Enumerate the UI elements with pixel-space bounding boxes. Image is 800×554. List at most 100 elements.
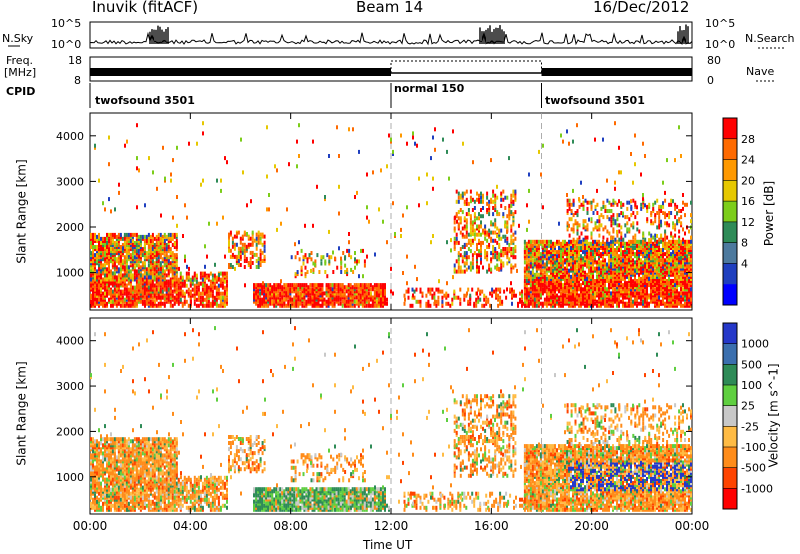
data-cell bbox=[598, 299, 600, 304]
data-cell bbox=[193, 283, 196, 288]
data-cell bbox=[488, 228, 491, 233]
data-cell bbox=[604, 266, 606, 271]
data-cell bbox=[592, 303, 594, 308]
data-cell bbox=[102, 257, 104, 262]
data-cell bbox=[111, 277, 114, 282]
data-cell bbox=[96, 255, 98, 260]
data-cell bbox=[487, 297, 490, 302]
data-cell bbox=[644, 299, 646, 304]
data-cell bbox=[537, 246, 540, 250]
data-cell bbox=[476, 232, 478, 237]
data-cell bbox=[271, 289, 274, 294]
data-cell bbox=[173, 245, 176, 249]
data-cell bbox=[660, 248, 662, 252]
data-cell bbox=[588, 303, 590, 308]
data-cell bbox=[560, 279, 562, 283]
data-cell bbox=[163, 269, 166, 274]
data-cell bbox=[113, 277, 116, 282]
data-cell bbox=[125, 255, 128, 260]
data-cell bbox=[630, 262, 632, 267]
data-cell bbox=[207, 303, 210, 308]
data-cell bbox=[133, 255, 136, 260]
data-cell bbox=[433, 291, 436, 296]
data-cell bbox=[261, 259, 264, 263]
data-cell bbox=[558, 258, 560, 263]
data-cell bbox=[157, 259, 160, 264]
data-cell bbox=[658, 262, 660, 267]
data-cell bbox=[141, 253, 144, 258]
data-cell bbox=[527, 250, 530, 255]
data-cell bbox=[580, 260, 582, 265]
data-cell bbox=[674, 246, 676, 250]
data-cell bbox=[331, 299, 334, 304]
data-cell bbox=[303, 287, 306, 292]
data-cell bbox=[550, 272, 552, 277]
data-cell bbox=[564, 258, 566, 263]
data-cell bbox=[411, 287, 414, 292]
data-cell bbox=[666, 281, 668, 286]
data-cell bbox=[155, 269, 158, 274]
data-cell bbox=[133, 285, 136, 290]
data-cell bbox=[169, 255, 172, 260]
data-cell bbox=[592, 272, 594, 277]
data-cell bbox=[127, 232, 130, 237]
data-cell bbox=[362, 248, 364, 253]
data-cell bbox=[492, 230, 495, 235]
data-cell bbox=[259, 263, 262, 267]
data-cell bbox=[480, 232, 482, 237]
data-cell bbox=[486, 201, 489, 206]
data-cell bbox=[441, 295, 444, 300]
data-cell bbox=[543, 250, 546, 255]
data-cell bbox=[686, 264, 688, 269]
data-cell bbox=[662, 239, 664, 244]
data-cell bbox=[640, 262, 642, 267]
data-cell bbox=[508, 247, 511, 251]
data-cell bbox=[582, 266, 584, 271]
data-cell bbox=[333, 289, 336, 294]
data-cell bbox=[363, 289, 366, 294]
data-cell bbox=[628, 272, 630, 277]
data-cell bbox=[361, 295, 364, 300]
data-cell bbox=[333, 303, 336, 308]
data-cell bbox=[537, 266, 540, 271]
data-cell bbox=[600, 279, 602, 283]
data-cell bbox=[141, 277, 144, 282]
data-cell bbox=[321, 303, 324, 308]
data-cell bbox=[493, 289, 496, 294]
data-cell bbox=[574, 285, 576, 290]
data-cell bbox=[632, 239, 634, 244]
data-cell bbox=[476, 257, 478, 262]
data-cell bbox=[608, 279, 610, 283]
data-cell bbox=[578, 250, 580, 255]
data-cell bbox=[606, 279, 608, 283]
data-cell bbox=[584, 239, 586, 244]
data-cell bbox=[228, 240, 230, 245]
data-cell bbox=[652, 281, 654, 286]
data-cell bbox=[590, 241, 592, 246]
data-cell bbox=[688, 297, 690, 302]
data-cell bbox=[155, 295, 158, 300]
data-cell bbox=[568, 262, 570, 267]
data-cell bbox=[656, 250, 658, 255]
data-cell bbox=[189, 289, 192, 294]
data-cell bbox=[135, 232, 138, 237]
data-cell bbox=[600, 291, 602, 296]
data-cell bbox=[688, 268, 690, 273]
data-cell bbox=[580, 239, 582, 244]
data-cell bbox=[287, 303, 290, 308]
data-cell bbox=[596, 262, 598, 267]
data-cell bbox=[618, 239, 620, 244]
freq-band-1 bbox=[90, 68, 391, 76]
data-cell bbox=[463, 269, 466, 274]
data-cell bbox=[656, 274, 658, 279]
data-cell bbox=[485, 295, 488, 300]
data-cell bbox=[177, 295, 180, 300]
data-cell bbox=[453, 267, 456, 272]
data-cell bbox=[646, 274, 648, 279]
data-cell bbox=[265, 283, 268, 288]
data-cell bbox=[556, 260, 558, 265]
data-cell bbox=[459, 253, 462, 258]
data-cell bbox=[329, 293, 332, 298]
data-cell bbox=[100, 273, 102, 278]
data-cell bbox=[481, 289, 484, 294]
